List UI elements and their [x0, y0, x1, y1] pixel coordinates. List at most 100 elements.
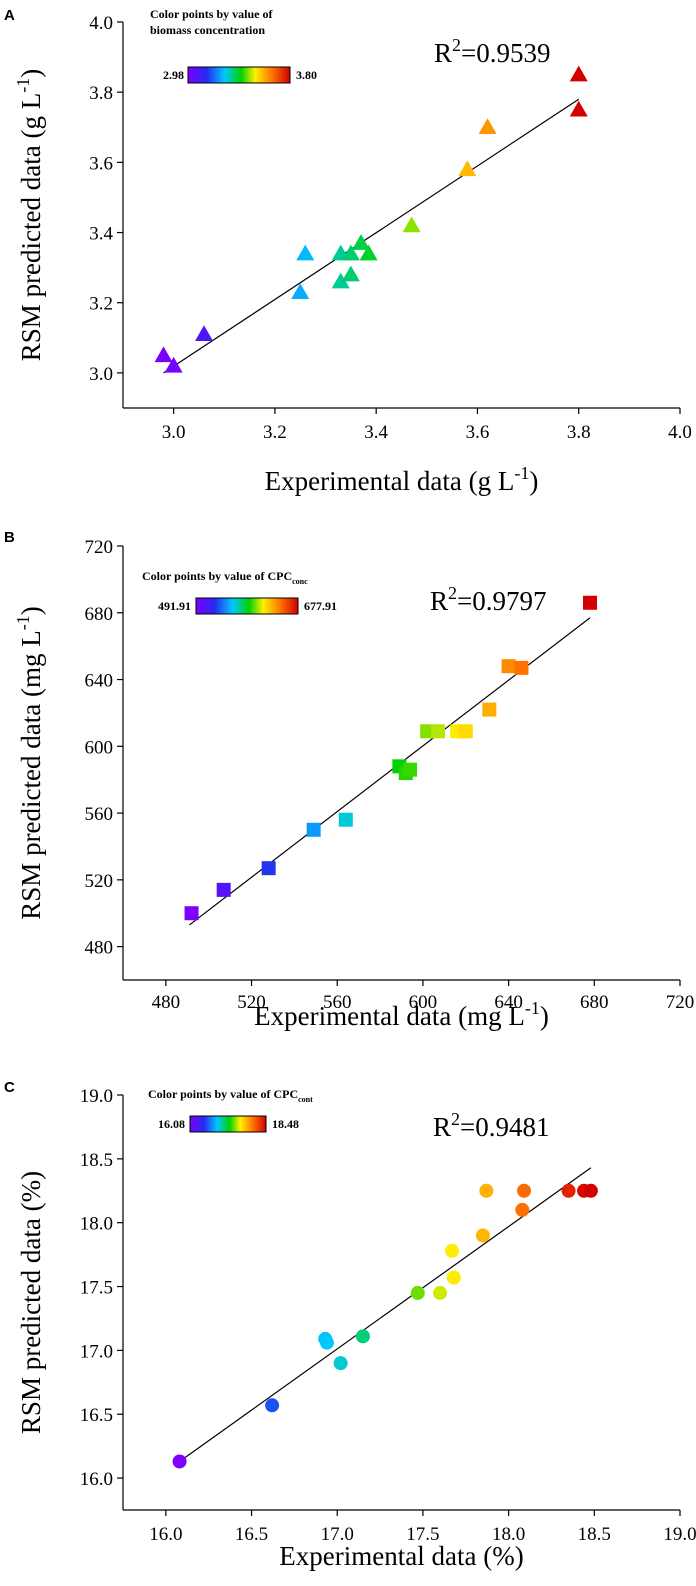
data-point: [402, 216, 421, 233]
x-tick-label: 17.5: [406, 1524, 439, 1545]
data-point: [216, 882, 231, 897]
data-point: [569, 65, 588, 82]
y-tick-label: 4.0: [89, 13, 113, 34]
y-axis-title: RSM predicted data (%): [16, 1171, 46, 1434]
data-point: [164, 356, 183, 373]
data-point: [296, 244, 315, 261]
x-tick-label: 720: [666, 992, 695, 1013]
data-point: [479, 1183, 494, 1198]
y-tick-label: 3.2: [89, 294, 113, 315]
data-point: [458, 160, 477, 177]
data-point: [261, 861, 276, 876]
y-tick-label: 17.5: [80, 1278, 113, 1299]
data-point: [430, 724, 445, 739]
y-tick-label: 17.0: [80, 1341, 113, 1362]
colorbar-min-label: 491.91: [158, 599, 191, 613]
x-tick-label: 3.6: [466, 422, 490, 443]
colorbar-max-label: 3.80: [296, 68, 317, 82]
data-point: [306, 822, 321, 837]
x-tick-label: 18.5: [578, 1524, 611, 1545]
colorbar-title: Color points by value of CPCconc: [142, 569, 308, 586]
colorbar-gradient: [189, 1115, 267, 1133]
data-point: [333, 1356, 348, 1371]
data-point: [355, 1329, 370, 1344]
data-point: [433, 1285, 448, 1300]
data-point: [351, 234, 370, 250]
data-point: [172, 1454, 187, 1469]
x-tick-label: 600: [409, 992, 438, 1013]
data-point: [478, 118, 497, 135]
data-point: [515, 1202, 530, 1217]
data-point: [517, 1183, 532, 1198]
x-tick-label: 3.8: [567, 422, 591, 443]
data-point: [291, 283, 310, 299]
data-point: [583, 1183, 598, 1198]
colorbar-min-label: 2.98: [163, 68, 184, 82]
y-tick-label: 3.8: [89, 83, 113, 104]
chart-panel-b: B 480 520 560 600 640 680 720 480 520 560 600 640 680…: [0, 520, 696, 1040]
y-tick-label: 480: [85, 938, 114, 959]
chart-c-svg: C 16.0 16.5 17.0 17.5 18.0 18.5 19.0 16.0 16.5 17.…: [4, 1079, 696, 1571]
x-tick-label: 640: [494, 992, 523, 1013]
data-point: [410, 1285, 425, 1300]
x-tick-label: 520: [237, 992, 266, 1013]
chart-panel-a: A 3.0 3.2 3.4 3.6 3.8 4.0 3.0 3.2 3.4 3.6 3.8 4.0 Exp…: [0, 0, 696, 520]
colorbar-title-line2: biomass concentration: [150, 23, 265, 37]
y-tick-label: 600: [85, 737, 114, 758]
data-point: [154, 346, 173, 363]
y-tick-label: 640: [85, 671, 114, 692]
x-tick-label: 19.0: [663, 1524, 696, 1545]
regression-line: [189, 617, 591, 926]
chart-b-svg: B 480 520 560 600 640 680 720 480 520 560 600 640 680…: [4, 529, 695, 1031]
x-tick-label: 4.0: [668, 422, 692, 443]
y-tick-label: 16.5: [80, 1405, 113, 1426]
r-squared-label: R2=0.9797: [430, 583, 547, 616]
data-point: [331, 272, 350, 289]
data-point: [265, 1398, 280, 1413]
y-tick-label: 3.4: [89, 224, 113, 245]
y-tick-label: 3.6: [89, 153, 113, 174]
data-point: [445, 1243, 460, 1258]
panel-label-c: C: [4, 1079, 15, 1096]
colorbar-title: Color points by value of: [150, 7, 273, 21]
data-point: [446, 1270, 461, 1285]
x-tick-label: 17.0: [321, 1524, 354, 1545]
y-axis-title: RSM predicted data (mg L-1): [13, 606, 46, 919]
y-tick-label: 18.0: [80, 1214, 113, 1235]
r-squared-label: R2=0.9481: [433, 1109, 550, 1142]
y-tick-label: 16.0: [80, 1469, 113, 1490]
colorbar-max-label: 677.91: [304, 599, 337, 613]
y-tick-label: 3.0: [89, 364, 113, 385]
y-tick-label: 720: [85, 537, 114, 558]
data-point: [319, 1335, 334, 1350]
y-axis-title: RSM predicted data (g L-1): [13, 69, 46, 361]
x-tick-label: 18.0: [492, 1524, 525, 1545]
x-tick-label: 3.0: [162, 422, 186, 443]
data-point: [184, 906, 199, 921]
regression-line: [163, 98, 580, 374]
data-point: [458, 724, 473, 739]
data-point: [482, 702, 497, 717]
colorbar-max-label: 18.48: [272, 1117, 299, 1131]
y-tick-label: 560: [85, 804, 114, 825]
r-squared-label: R2=0.9539: [434, 35, 551, 68]
y-tick-label: 18.5: [80, 1150, 113, 1171]
data-point: [338, 812, 353, 827]
data-point: [341, 244, 360, 261]
colorbar-gradient: [195, 597, 299, 615]
x-tick-label: 680: [580, 992, 609, 1013]
data-point: [501, 659, 516, 674]
data-point: [195, 325, 214, 342]
x-tick-label: 3.2: [263, 422, 287, 443]
data-point: [359, 244, 378, 261]
y-tick-label: 19.0: [80, 1086, 113, 1107]
chart-panel-c: C 16.0 16.5 17.0 17.5 18.0 18.5 19.0 16.0 16.5 17.…: [0, 1040, 696, 1586]
x-axis-title: Experimental data (g L-1): [265, 463, 539, 496]
x-axis-title: Experimental data (mg L-1): [254, 998, 549, 1031]
data-point: [569, 100, 588, 117]
colorbar-title: Color points by value of CPCcont: [148, 1087, 313, 1104]
chart-a-svg: A 3.0 3.2 3.4 3.6 3.8 4.0 3.0 3.2 3.4 3.6 3.8 4.0 Exp…: [4, 7, 692, 496]
panel-label-b: B: [4, 529, 15, 546]
regression-line: [179, 1167, 592, 1462]
x-tick-label: 16.0: [149, 1524, 182, 1545]
